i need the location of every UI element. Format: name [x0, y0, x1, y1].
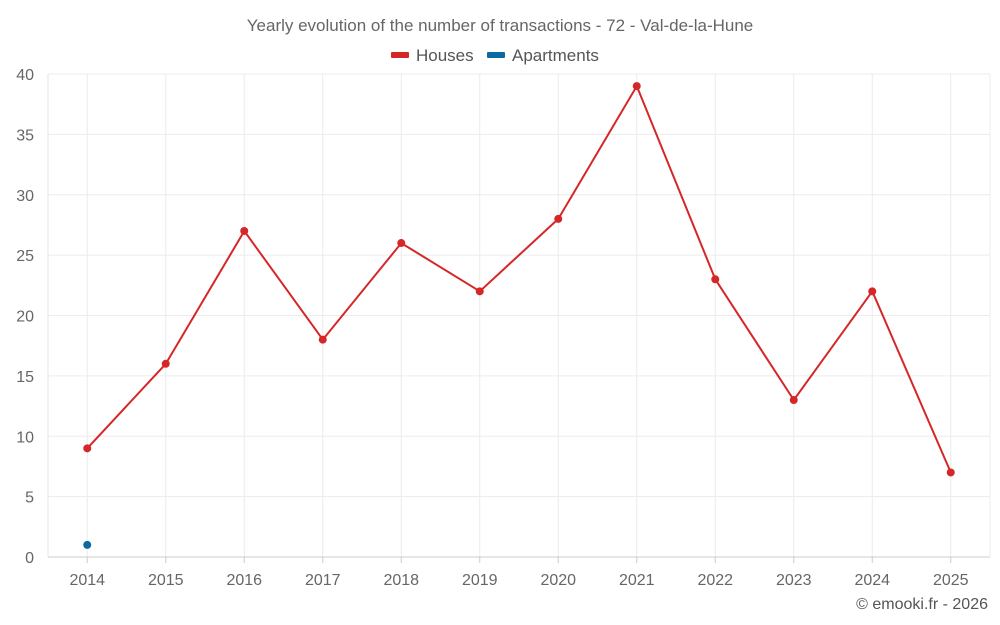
- legend-swatch-houses: [391, 52, 409, 58]
- legend-label-apartments: Apartments: [512, 46, 599, 65]
- data-point-houses-2024[interactable]: [868, 287, 877, 296]
- y-tick-label: 35: [16, 127, 34, 144]
- y-tick-label: 30: [16, 188, 34, 205]
- series-line-houses: [86, 85, 952, 473]
- data-point-houses-2017[interactable]: [318, 335, 327, 344]
- x-tick-label: 2022: [697, 572, 733, 589]
- x-tick-label: 2017: [305, 572, 341, 589]
- data-point-houses-2018[interactable]: [397, 239, 406, 248]
- data-point-houses-2019[interactable]: [475, 287, 484, 296]
- legend-swatch-apartments: [487, 52, 505, 58]
- y-tick-label: 20: [16, 309, 34, 326]
- data-point-houses-2023[interactable]: [789, 396, 798, 405]
- x-tick-label: 2016: [226, 572, 262, 589]
- data-point-houses-2014[interactable]: [83, 444, 92, 453]
- x-tick-label: 2024: [854, 572, 890, 589]
- data-point-houses-2022[interactable]: [711, 275, 720, 284]
- x-tick-label: 2025: [933, 572, 969, 589]
- data-point-houses-2016[interactable]: [240, 226, 249, 235]
- x-tick-label: 2015: [148, 572, 184, 589]
- x-tick-label: 2018: [383, 572, 419, 589]
- y-tick-label: 0: [25, 550, 34, 567]
- y-tick-label: 5: [25, 490, 34, 507]
- legend: Houses Apartments: [391, 46, 599, 65]
- data-point-houses-2015[interactable]: [161, 359, 170, 368]
- credit-text: © emooki.fr - 2026: [856, 596, 988, 613]
- x-tick-label: 2021: [619, 572, 655, 589]
- data-point-houses-2025[interactable]: [946, 468, 955, 477]
- y-tick-label: 25: [16, 248, 34, 265]
- y-tick-label: 15: [16, 369, 34, 386]
- y-tick-label: 40: [16, 67, 34, 84]
- legend-item-apartments[interactable]: Apartments: [487, 46, 599, 65]
- legend-item-houses[interactable]: Houses: [391, 46, 474, 65]
- x-tick-label: 2019: [462, 572, 498, 589]
- grid: [48, 73, 990, 557]
- data-point-houses-2020[interactable]: [554, 214, 563, 223]
- legend-label-houses: Houses: [416, 46, 474, 65]
- x-tick-label: 2014: [69, 572, 105, 589]
- chart-title: Yearly evolution of the number of transa…: [247, 16, 754, 35]
- data-point-apartments-2014[interactable]: [83, 540, 92, 549]
- data-point-houses-2021[interactable]: [632, 82, 641, 91]
- series: [83, 82, 955, 549]
- x-tick-label: 2020: [540, 572, 576, 589]
- x-tick-label: 2023: [776, 572, 812, 589]
- y-tick-label: 10: [16, 429, 34, 446]
